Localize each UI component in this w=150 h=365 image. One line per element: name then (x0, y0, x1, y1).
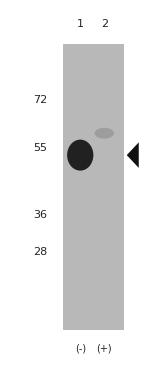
Text: 36: 36 (33, 210, 48, 220)
Text: 55: 55 (33, 143, 48, 153)
Text: 72: 72 (33, 95, 48, 105)
Ellipse shape (67, 140, 93, 171)
Ellipse shape (94, 128, 114, 139)
Polygon shape (127, 142, 139, 168)
Bar (63, 44, 123, 328)
Text: 28: 28 (33, 247, 48, 257)
Text: 2: 2 (101, 19, 108, 29)
Text: 1: 1 (77, 19, 84, 29)
Text: (+): (+) (96, 343, 112, 354)
Text: (-): (-) (75, 343, 86, 354)
